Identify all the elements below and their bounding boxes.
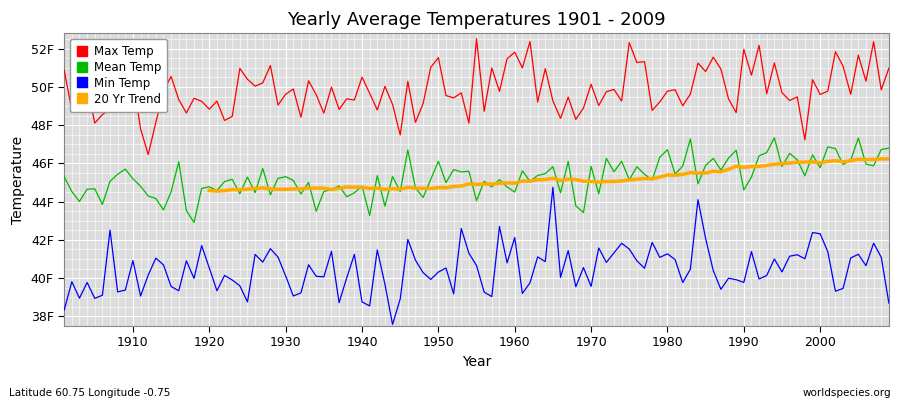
Text: worldspecies.org: worldspecies.org [803,388,891,398]
Legend: Max Temp, Mean Temp, Min Temp, 20 Yr Trend: Max Temp, Mean Temp, Min Temp, 20 Yr Tre… [70,39,167,112]
Title: Yearly Average Temperatures 1901 - 2009: Yearly Average Temperatures 1901 - 2009 [287,11,666,29]
Text: Latitude 60.75 Longitude -0.75: Latitude 60.75 Longitude -0.75 [9,388,170,398]
Y-axis label: Temperature: Temperature [11,136,25,224]
X-axis label: Year: Year [462,355,491,369]
